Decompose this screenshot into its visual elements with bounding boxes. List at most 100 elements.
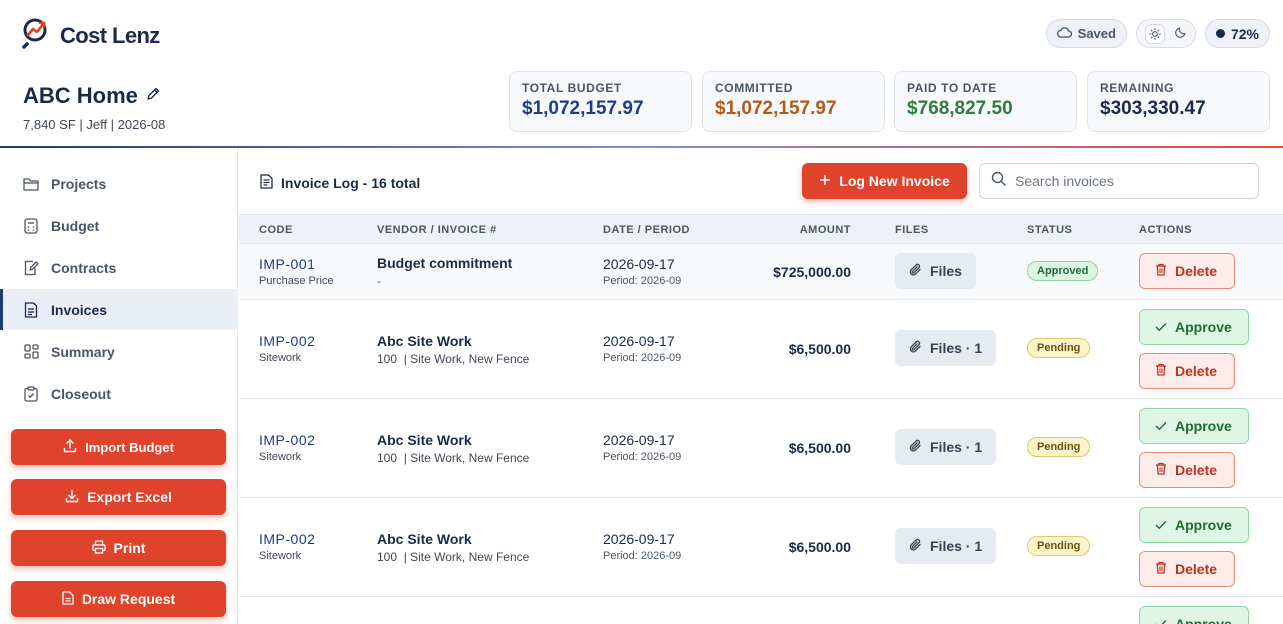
table-row: IMP-002 Sitework Abc Site Work 100 | Sit… — [239, 300, 1283, 399]
files-button[interactable]: Files · 1 — [895, 429, 997, 465]
delete-label: Delete — [1175, 561, 1218, 577]
saved-indicator: Saved — [1045, 19, 1127, 48]
column-header-amount[interactable]: AMOUNT — [799, 224, 851, 236]
table-header: CODE VENDOR / INVOICE # DATE / PERIOD AM… — [239, 214, 1283, 244]
approve-button[interactable]: Approve — [1139, 606, 1249, 624]
stat-total-budget: TOTAL BUDGET $1,072,157.97 — [509, 71, 692, 132]
paperclip-icon — [909, 340, 922, 357]
invoice-code-category: Purchase Price — [259, 275, 334, 287]
invoice-log-title-text: Invoice Log - 16 total — [281, 175, 421, 191]
approve-label: Approve — [1175, 616, 1232, 624]
delete-button[interactable]: Delete — [1139, 253, 1235, 289]
trash-icon — [1155, 363, 1167, 379]
log-new-invoice-label: Log New Invoice — [839, 173, 950, 189]
stat-value: $768,827.50 — [907, 98, 1013, 119]
approve-button[interactable]: Approve — [1139, 309, 1249, 345]
search-input[interactable] — [1015, 173, 1245, 189]
invoice-date: 2026-09-17 — [603, 432, 675, 448]
invoice-detail: 100 | Site Work, New Fence — [377, 352, 530, 366]
print-label: Print — [113, 540, 146, 556]
sidebar-item-summary[interactable]: Summary — [0, 331, 238, 372]
export-excel-button[interactable]: Export Excel — [11, 479, 226, 515]
column-header-vendor[interactable]: VENDOR / INVOICE # — [377, 224, 497, 236]
approve-label: Approve — [1175, 517, 1232, 533]
cloud-icon — [1056, 26, 1072, 41]
sidebar-item-label: Closeout — [51, 385, 111, 402]
delete-button[interactable]: Delete — [1139, 551, 1235, 587]
project-name: ABC Home — [23, 83, 138, 108]
document-list-icon — [260, 174, 273, 192]
upload-icon — [63, 438, 77, 456]
header-divider — [0, 146, 1283, 148]
invoice-log-panel: Invoice Log - 16 total Log New Invoice C… — [239, 148, 1283, 624]
invoice-code-category: Sitework — [259, 550, 302, 562]
files-button[interactable]: Files — [895, 253, 976, 289]
approve-button[interactable]: Approve — [1139, 507, 1249, 543]
trash-icon — [1155, 561, 1167, 577]
invoice-code[interactable]: IMP-002 — [259, 531, 316, 547]
approve-button[interactable]: Approve — [1139, 408, 1249, 444]
logo[interactable]: Cost Lenz — [22, 17, 160, 54]
search-box[interactable] — [979, 163, 1259, 199]
invoice-detail: 100 | Site Work, New Fence — [377, 550, 530, 564]
column-header-date[interactable]: DATE / PERIOD — [603, 224, 690, 236]
sun-icon[interactable] — [1144, 23, 1165, 44]
table-row: IMP-002 Sitework Abc Site Work 100 | Sit… — [239, 498, 1283, 597]
status-badge: Pending — [1027, 437, 1091, 457]
moon-icon[interactable] — [1175, 26, 1187, 41]
progress-percent: 72% — [1230, 25, 1259, 42]
delete-label: Delete — [1175, 363, 1218, 379]
folder-icon — [23, 176, 39, 192]
stat-label: PAID TO DATE — [907, 81, 997, 95]
column-header-code[interactable]: CODE — [259, 224, 293, 236]
log-new-invoice-button[interactable]: Log New Invoice — [802, 163, 967, 199]
invoice-code[interactable]: IMP-002 — [259, 432, 316, 448]
printer-icon — [91, 539, 106, 557]
invoice-code[interactable]: IMP-001 — [259, 256, 316, 272]
project-title: ABC Home — [23, 83, 161, 109]
import-budget-button[interactable]: Import Budget — [11, 429, 226, 465]
column-header-files[interactable]: FILES — [895, 224, 929, 236]
table-row: IMP-001 Purchase Price Budget commitment… — [239, 244, 1283, 300]
download-icon — [65, 489, 79, 506]
stat-paid-to-date: PAID TO DATE $768,827.50 — [894, 71, 1077, 132]
stat-remaining: REMAINING $303,330.47 — [1087, 71, 1270, 132]
invoice-code[interactable]: IMP-002 — [259, 333, 316, 349]
table-row: IMP-002 Sitework Abc Site Work 100 | Sit… — [239, 399, 1283, 498]
draw-request-button[interactable]: Draw Request — [11, 581, 226, 617]
pencil-icon[interactable] — [146, 86, 161, 106]
theme-toggle[interactable] — [1135, 19, 1196, 48]
column-header-actions[interactable]: ACTIONS — [1139, 224, 1192, 236]
project-meta: 7,840 SF | Jeff | 2026-08 — [23, 117, 166, 132]
paperclip-icon — [909, 439, 922, 456]
sidebar-item-contracts[interactable]: Contracts — [0, 247, 238, 288]
status-badge: Pending — [1027, 536, 1091, 556]
column-header-status[interactable]: STATUS — [1027, 224, 1073, 236]
stat-label: REMAINING — [1100, 81, 1175, 95]
print-button[interactable]: Print — [11, 530, 226, 566]
trash-icon — [1155, 263, 1167, 279]
stat-label: COMMITTED — [715, 81, 794, 95]
sidebar-item-closeout[interactable]: Closeout — [0, 373, 238, 414]
vendor-name: Abc Site Work — [377, 432, 472, 448]
sidebar-item-budget[interactable]: Budget — [0, 205, 238, 246]
export-excel-label: Export Excel — [87, 489, 172, 505]
draw-request-label: Draw Request — [81, 591, 176, 607]
invoice-amount: $6,500.00 — [788, 539, 851, 555]
invoice-amount: $6,500.00 — [788, 440, 851, 456]
app-header: Cost Lenz Saved 72% ABC Home 7,840 SF | … — [0, 0, 1283, 147]
contract-icon — [23, 260, 39, 276]
files-button[interactable]: Files · 1 — [895, 528, 997, 564]
import-budget-label: Import Budget — [85, 439, 174, 455]
stat-value: $1,072,157.97 — [522, 98, 644, 119]
files-button[interactable]: Files · 1 — [895, 330, 997, 366]
sidebar-item-invoices[interactable]: Invoices — [0, 289, 238, 330]
vendor-name: Budget commitment — [377, 255, 513, 271]
delete-button[interactable]: Delete — [1139, 452, 1235, 488]
invoice-amount: $725,000.00 — [773, 264, 851, 280]
sidebar-item-projects[interactable]: Projects — [0, 163, 238, 204]
delete-button[interactable]: Delete — [1139, 353, 1235, 389]
magnifier-chart-icon — [22, 17, 58, 54]
files-label: Files — [930, 263, 962, 279]
invoice-detail: 100 | Site Work, New Fence — [377, 451, 530, 465]
